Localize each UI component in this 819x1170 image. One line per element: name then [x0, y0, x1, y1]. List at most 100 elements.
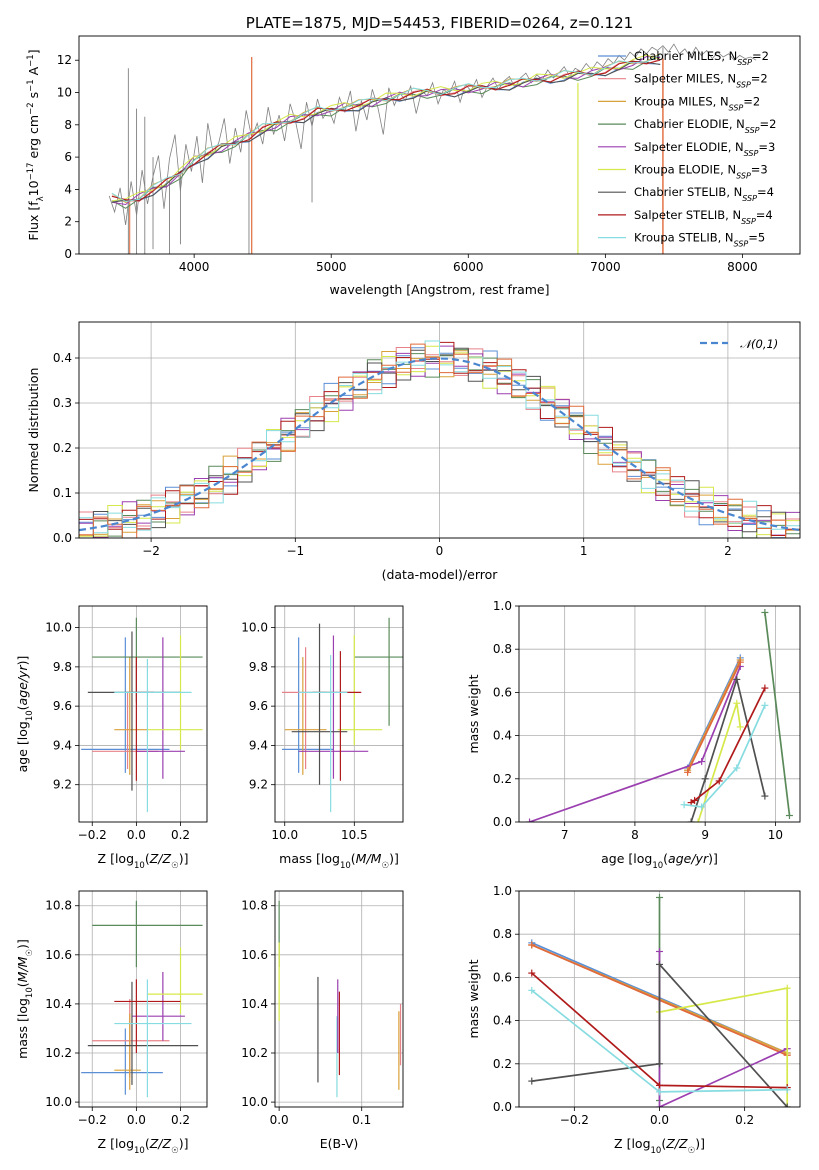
plot-area — [79, 340, 800, 538]
legend-label: Chabrier ELODIE, NSSP=2 — [634, 117, 776, 135]
label-part: −2 — [26, 102, 36, 115]
mass-weight-line — [658, 951, 788, 1107]
x-tick-label: −0.2 — [78, 1113, 107, 1127]
legend-label: Kroupa STELIB, NSSP=5 — [634, 231, 765, 249]
plot-area — [526, 608, 793, 822]
y-tick-label: 0.8 — [493, 927, 512, 941]
y-axis-label: age [log10(age/yr)] — [15, 656, 35, 773]
label-part: M/M — [15, 956, 30, 982]
y-tick-label: 10.0 — [241, 1095, 268, 1109]
x-axis-label: mass [log10(M/M☉)] — [279, 851, 399, 871]
mass-weight-line — [686, 661, 742, 773]
label-part: )] — [179, 851, 189, 866]
plot-area — [81, 900, 203, 1098]
label-part: A — [26, 66, 41, 79]
label-part: Z/Z — [665, 1136, 688, 1151]
label-part: ( — [15, 982, 30, 987]
legend-label: Kroupa ELODIE, NSSP=3 — [634, 163, 768, 181]
legend-label: Salpeter ELODIE, NSSP=3 — [634, 140, 775, 158]
y-tick-label: 10.0 — [45, 621, 72, 635]
legend-sub: SSP — [745, 126, 760, 135]
x-tick-label: 0.2 — [735, 1113, 754, 1127]
y-tick-label: 9.2 — [249, 778, 268, 792]
y-tick-label: 0.0 — [53, 531, 72, 545]
y-tick-label: 0.2 — [53, 441, 72, 455]
label-part: age/yr — [668, 851, 709, 866]
label-part: 10 — [25, 710, 35, 721]
mass-weight-line — [683, 705, 766, 808]
y-tick-label: 0.1 — [53, 486, 72, 500]
label-part: 10 — [340, 861, 351, 871]
label-part: Z [log — [614, 1136, 650, 1151]
x-tick-label: 6000 — [453, 260, 484, 274]
plot-area — [108, 43, 757, 254]
y-axis-label: mass weight — [466, 674, 481, 753]
label-part: ( — [351, 851, 356, 866]
label-part: ☉ — [171, 861, 179, 871]
y-tick-label: 1.0 — [493, 599, 512, 613]
y-tick-label: 0.0 — [493, 815, 512, 829]
label-part: 10 — [134, 1146, 145, 1156]
y-tick-label: 10.8 — [45, 899, 72, 913]
y-tick-label: 4 — [64, 182, 72, 196]
x-axis-label: (data-model)/error — [382, 567, 499, 582]
y-tick-label: 9.6 — [249, 699, 268, 713]
label-part: 10 — [652, 861, 663, 871]
y-tick-label: 10.6 — [241, 948, 268, 962]
legend-text: Kroupa STELIB, N — [634, 231, 734, 245]
y-tick-label: 9.2 — [53, 778, 72, 792]
x-tick-label: 0.0 — [270, 1113, 289, 1127]
legend-sub: SSP — [736, 80, 751, 89]
legend-text: Kroupa ELODIE, N — [634, 163, 736, 177]
axes-frame — [78, 35, 801, 255]
y-tick-label: 0.6 — [493, 970, 512, 984]
model-line — [111, 60, 661, 203]
mass-weight-line — [686, 657, 742, 769]
model-line — [111, 54, 661, 202]
legend-label: Salpeter STELIB, NSSP=4 — [634, 208, 773, 226]
label-part: ☉ — [25, 949, 35, 957]
y-tick-label: 10 — [57, 86, 72, 100]
y-tick-label: 0.2 — [493, 1057, 512, 1071]
label-part: −1 — [26, 54, 36, 67]
label-part: ☉ — [171, 1146, 179, 1156]
label-part: 10 — [134, 861, 145, 871]
label-part: ( — [661, 1136, 666, 1151]
y-tick-label: 9.8 — [53, 660, 72, 674]
label-part: −17 — [26, 162, 36, 180]
panel-mass-vs-Z: −0.2 0.0 0.210.010.210.410.610.8Z [log10(Z… — [15, 890, 208, 1156]
y-tick-label: 12 — [57, 53, 72, 67]
label-part: )] — [179, 1136, 189, 1151]
x-tick-label: 10 — [768, 828, 783, 842]
y-tick-label: 0.6 — [493, 685, 512, 699]
axes-frame — [274, 605, 404, 823]
x-tick-label: 7 — [561, 828, 569, 842]
label-part: )] — [15, 939, 30, 949]
y-tick-label: 0 — [64, 247, 72, 261]
legend-text: Chabrier STELIB, N — [634, 185, 742, 199]
y-tick-label: 2 — [64, 215, 72, 229]
plot-area — [528, 893, 791, 1107]
normal-curve — [79, 357, 800, 532]
panel-mass-vs-EBV: 0.0 0.1 10.0 10.2 10.4 10.6 10.8 E(B-V) — [241, 890, 404, 1151]
x-tick-label: 5000 — [316, 260, 347, 274]
mass-weight-line — [531, 962, 788, 1107]
label-part: Z [log — [98, 851, 134, 866]
y-tick-label: 0.4 — [53, 351, 72, 365]
y-tick-label: 0.4 — [493, 1014, 512, 1028]
x-axis-label: age [log10(age/yr)] — [601, 851, 718, 871]
legend-text: Chabrier ELODIE, N — [634, 117, 745, 131]
y-tick-label: 0.2 — [493, 772, 512, 786]
legend-text: Chabrier MILES, N — [634, 49, 737, 63]
legend-sub: SSP — [741, 216, 756, 225]
legend-text: =4 — [757, 185, 774, 199]
y-tick-label: 8 — [64, 118, 72, 132]
label-part: Z/Z — [149, 1136, 172, 1151]
label-part: Z/Z — [149, 851, 172, 866]
mass-weight-line — [686, 659, 742, 771]
x-tick-label: 10.5 — [341, 828, 368, 842]
x-tick-label: −0.2 — [560, 1113, 589, 1127]
x-tick-label: 0.0 — [127, 828, 146, 842]
